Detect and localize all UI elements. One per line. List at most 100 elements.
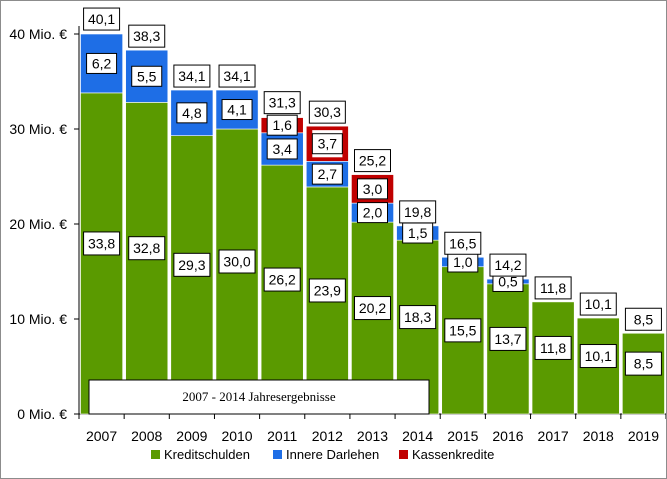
innere-darlehen-label: 0,5 bbox=[498, 273, 518, 289]
total-label: 25,2 bbox=[359, 153, 386, 169]
innere-darlehen-label-box bbox=[176, 102, 208, 124]
x-tick-label: 2008 bbox=[131, 428, 162, 444]
kreditschulden-label-box bbox=[128, 236, 166, 261]
total-label: 38,3 bbox=[133, 28, 160, 44]
kassenkredite-label: 1,6 bbox=[272, 117, 292, 133]
x-tick-label: 2012 bbox=[312, 428, 343, 444]
total-label: 11,8 bbox=[540, 280, 566, 296]
innere-darlehen-label-box bbox=[357, 202, 388, 224]
kreditschulden-label: 15,5 bbox=[449, 322, 476, 338]
kassenkredite-label-box bbox=[266, 114, 298, 136]
total-label: 31,3 bbox=[269, 95, 296, 111]
x-tick-label: 2010 bbox=[221, 428, 252, 444]
total-label: 14,2 bbox=[494, 257, 521, 273]
x-tick-label: 2007 bbox=[86, 428, 117, 444]
innere-darlehen-label: 1,5 bbox=[408, 225, 428, 241]
innere-darlehen-label: 2,0 bbox=[363, 205, 383, 221]
total-label-box bbox=[534, 276, 572, 300]
kreditschulden-label-box bbox=[489, 326, 527, 351]
total-label-box bbox=[308, 100, 346, 124]
total-label: 19,8 bbox=[404, 204, 431, 220]
x-tick-label: 2014 bbox=[402, 428, 433, 444]
total-label-box bbox=[128, 24, 166, 48]
total-label-box bbox=[624, 307, 662, 331]
innere-darlehen-label-box bbox=[311, 163, 343, 185]
innere-darlehen-label-box bbox=[266, 138, 298, 160]
innere-darlehen-label: 5,5 bbox=[137, 68, 157, 84]
total-label: 34,1 bbox=[223, 68, 250, 84]
kreditschulden-label-box bbox=[263, 267, 301, 292]
innere-darlehen-label: 6,2 bbox=[92, 55, 112, 71]
total-label: 34,1 bbox=[178, 68, 205, 84]
kassenkredite-label-box bbox=[311, 133, 343, 155]
y-tick-label: 40 Mio. € bbox=[9, 26, 67, 42]
total-label-box bbox=[263, 91, 301, 115]
kreditschulden-label: 20,2 bbox=[359, 300, 386, 316]
x-tick-label: 2011 bbox=[267, 428, 297, 444]
innere-darlehen-label-box bbox=[131, 65, 163, 87]
kreditschulden-label: 29,3 bbox=[178, 257, 205, 273]
kreditschulden-label-box bbox=[83, 231, 121, 256]
kreditschulden-label: 18,3 bbox=[404, 309, 431, 325]
kreditschulden-label-box bbox=[579, 344, 617, 369]
kreditschulden-label: 11,8 bbox=[540, 340, 566, 356]
total-label-box bbox=[444, 231, 482, 255]
total-label: 30,3 bbox=[314, 104, 341, 120]
kassenkredite-label-box bbox=[357, 178, 388, 200]
annotation-box: 2007 - 2014 Jahresergebnisse bbox=[88, 379, 430, 415]
x-tick-label: 2015 bbox=[447, 428, 478, 444]
kreditschulden-label-box bbox=[218, 249, 256, 274]
bars bbox=[80, 33, 665, 415]
total-label: 10,1 bbox=[585, 296, 612, 312]
total-label-box bbox=[354, 149, 391, 173]
total-label-box bbox=[399, 200, 437, 224]
y-tick-label: 0 Mio. € bbox=[17, 406, 67, 422]
total-label: 40,1 bbox=[88, 11, 115, 27]
innere-darlehen-label: 3,4 bbox=[272, 141, 292, 157]
kreditschulden-label: 23,9 bbox=[314, 282, 341, 298]
axes: 0 Mio. € 10 Mio. € 20 Mio. € 30 Mio. € 40 Mi… bbox=[9, 26, 666, 444]
total-label: 8,5 bbox=[634, 311, 654, 327]
y-tick-label: 10 Mio. € bbox=[9, 311, 67, 327]
innere-darlehen-label: 4,1 bbox=[227, 102, 247, 118]
x-tick-label: 2017 bbox=[538, 428, 569, 444]
innere-darlehen-label-box bbox=[86, 52, 118, 74]
legend-swatch bbox=[151, 450, 160, 459]
kassenkredite-label: 3,0 bbox=[363, 181, 383, 197]
total-label-box bbox=[579, 292, 617, 316]
legend-swatch bbox=[273, 450, 282, 459]
kreditschulden-label: 10,1 bbox=[585, 348, 612, 364]
kreditschulden-label: 30,0 bbox=[223, 254, 250, 270]
kreditschulden-label-box bbox=[534, 335, 572, 360]
legend-label: Innere Darlehen bbox=[286, 447, 379, 462]
annotation-rect bbox=[88, 379, 430, 415]
total-label-box bbox=[489, 253, 527, 277]
innere-darlehen-label-box bbox=[221, 99, 253, 121]
kreditschulden-label: 8,5 bbox=[634, 356, 654, 372]
total-label-box bbox=[83, 7, 121, 31]
kreditschulden-label-box bbox=[444, 318, 482, 343]
kreditschulden-label-box bbox=[354, 296, 391, 321]
total-label: 16,5 bbox=[449, 235, 476, 251]
annotation-text: 2007 - 2014 Jahresergebnisse bbox=[182, 389, 335, 404]
total-label-box bbox=[218, 64, 256, 88]
y-tick-label: 30 Mio. € bbox=[9, 121, 67, 137]
legend-swatch bbox=[399, 450, 408, 459]
kreditschulden-label-box bbox=[624, 351, 662, 376]
x-tick-label: 2019 bbox=[628, 428, 659, 444]
kassenkredite-label: 3,7 bbox=[318, 136, 338, 152]
x-tick-label: 2016 bbox=[492, 428, 523, 444]
kreditschulden-label-box bbox=[399, 305, 437, 330]
innere-darlehen-label: 2,7 bbox=[318, 166, 338, 182]
legend-label: Kassenkredite bbox=[412, 447, 494, 462]
y-tick-label: 20 Mio. € bbox=[9, 216, 67, 232]
legend: Kreditschulden Innere Darlehen Kassenkredi… bbox=[151, 447, 494, 462]
kreditschulden-label: 32,8 bbox=[133, 240, 160, 256]
kreditschulden-label: 13,7 bbox=[494, 331, 521, 347]
total-label-box bbox=[173, 64, 211, 88]
kreditschulden-label: 33,8 bbox=[88, 235, 115, 251]
legend-label: Kreditschulden bbox=[164, 447, 250, 462]
kreditschulden-label-box bbox=[308, 278, 346, 303]
kreditschulden-label: 26,2 bbox=[269, 272, 296, 288]
